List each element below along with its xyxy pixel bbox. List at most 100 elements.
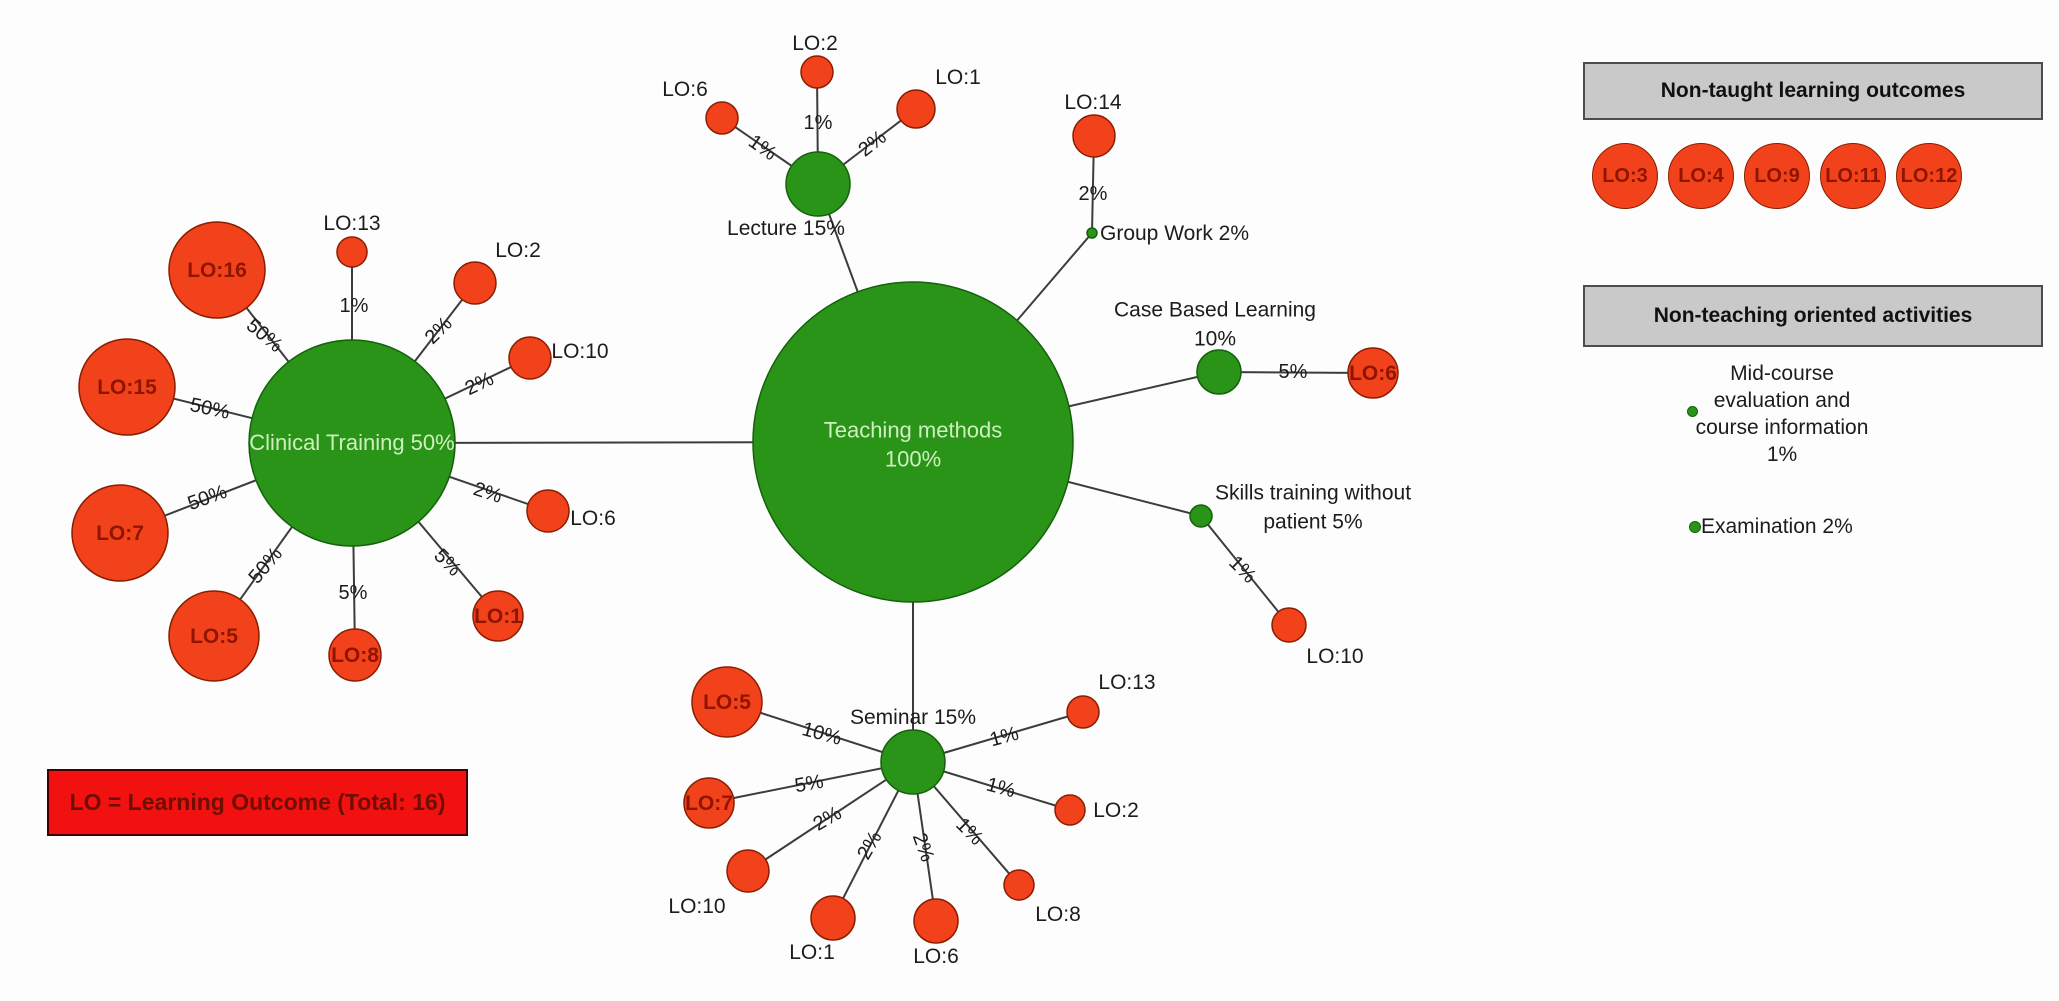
lo-node	[328, 628, 382, 682]
hub-label: Teaching methods	[824, 418, 1003, 443]
lo-node	[1347, 347, 1399, 399]
lo-node	[1054, 794, 1086, 826]
non-taught-outcomes-row: LO:3 LO:4 LO:9 LO:11 LO:12	[1592, 143, 1962, 209]
non-taught-lo-circle: LO:4	[1668, 143, 1734, 209]
edge-percent-label: 1%	[744, 131, 780, 166]
lo-node	[810, 895, 856, 941]
lo-node-label: LO:15	[97, 376, 157, 399]
lo-node-label: LO:1	[789, 941, 835, 964]
edge-percent-label: 2%	[809, 802, 845, 836]
lo-node-label: LO:8	[1035, 903, 1081, 926]
lo-node-label: LO:13	[323, 212, 380, 235]
hub-node-lecture	[785, 151, 851, 217]
lo-node-label: LO:6	[570, 507, 616, 530]
lo-node-label: LO:5	[190, 625, 238, 648]
hub-label: Group Work 2%	[1100, 222, 1249, 245]
edge-percent-label: 2%	[421, 313, 457, 349]
lo-node-label: LO:16	[187, 259, 247, 282]
lo-node-label: LO:10	[551, 340, 608, 363]
lo-node-label: LO:7	[96, 522, 144, 545]
non-taught-lo-circle: LO:9	[1744, 143, 1810, 209]
lo-legend: LO = Learning Outcome (Total: 16)	[47, 769, 468, 836]
non-taught-lo-circle: LO:3	[1592, 143, 1658, 209]
lo-node	[726, 849, 770, 893]
lo-node	[705, 101, 739, 135]
lo-node-label: LO:6	[662, 78, 708, 101]
lo-node-label: LO:2	[495, 239, 541, 262]
edge-percent-label: 1%	[987, 723, 1021, 752]
edge-percent-label: 1%	[340, 295, 369, 317]
mid-course-item: Mid-course evaluation and course informa…	[1652, 360, 1912, 468]
edge-percent-label: 1%	[804, 112, 833, 134]
hub-node-skills	[1189, 504, 1213, 528]
lo-legend-label: LO = Learning Outcome (Total: 16)	[69, 789, 446, 815]
examination-dot-icon	[1689, 521, 1701, 533]
lo-node-label: LO:5	[703, 691, 751, 714]
lo-node-label: LO:10	[1306, 645, 1363, 668]
hub-node-cbl	[1196, 349, 1242, 395]
hub-label: patient 5%	[1263, 511, 1362, 534]
non-taught-header: Non-taught learning outcomes	[1583, 62, 2043, 120]
lo-node	[800, 55, 834, 89]
lo-node-label: LO:10	[668, 895, 725, 918]
examination-item: Examination 2%	[1701, 514, 1853, 539]
edge-percent-label: 5%	[793, 771, 826, 798]
edge-percent-label: 10%	[800, 718, 845, 750]
mid-course-line-2: evaluation and	[1713, 389, 1851, 412]
mid-course-line-3: course information	[1695, 416, 1869, 439]
non-teaching-header-label: Non-teaching oriented activities	[1653, 304, 1973, 327]
lo-node-label: LO:7	[685, 792, 733, 815]
hub-label: Lecture 15%	[727, 217, 845, 240]
lo-node	[1003, 869, 1035, 901]
lo-node-label: LO:8	[331, 644, 379, 667]
lo-node	[472, 590, 524, 642]
hub-label: Case Based Learning	[1114, 299, 1316, 322]
edge-percent-label: 50%	[185, 481, 230, 515]
hub-label: Clinical Training 50%	[249, 430, 454, 455]
edge-percent-label: 2%	[462, 368, 498, 400]
lo-node-label: LO:14	[1064, 91, 1122, 114]
edge-line	[708, 761, 914, 804]
non-taught-header-label: Non-taught learning outcomes	[1660, 79, 1966, 102]
lo-node	[691, 666, 763, 738]
edge-line	[747, 761, 914, 872]
edge-percent-label: 1%	[951, 814, 987, 850]
lo-node	[168, 590, 260, 682]
edge-percent-label: 5%	[339, 582, 368, 604]
hub-node-teaching	[752, 281, 1074, 603]
edge-percent-label: 1%	[984, 774, 1018, 803]
edge-percent-label: 2%	[853, 827, 887, 863]
lo-node	[168, 221, 266, 319]
hub-label: 100%	[885, 447, 941, 472]
lo-node-label: LO:13	[1098, 671, 1155, 694]
lo-node-label: LO:6	[1349, 362, 1397, 385]
mid-course-line-4: 1%	[1766, 443, 1798, 466]
lo-node	[913, 898, 959, 944]
edge-percent-label: 50%	[188, 394, 232, 424]
hub-label: Skills training without	[1215, 482, 1411, 505]
lo-node-label: LO:2	[1093, 799, 1139, 822]
examination-label: Examination 2%	[1701, 515, 1853, 538]
lo-node	[78, 338, 176, 436]
edge-percent-label: 50%	[244, 543, 287, 588]
lo-node	[336, 236, 368, 268]
hub-node-groupwork	[1086, 227, 1098, 239]
lo-node	[71, 484, 169, 582]
edge-line	[1200, 515, 1290, 626]
lo-node	[1271, 607, 1307, 643]
non-taught-lo-circle: LO:12	[1896, 143, 1962, 209]
lo-node-label: LO:2	[792, 32, 838, 55]
non-taught-lo-circle: LO:11	[1820, 143, 1886, 209]
lo-node	[453, 261, 497, 305]
mid-course-dot-icon	[1687, 406, 1698, 417]
hub-label: 10%	[1194, 328, 1236, 351]
lo-node	[683, 777, 735, 829]
edge-percent-label: 5%	[429, 545, 465, 581]
hub-node-seminar	[880, 729, 946, 795]
hub-label: Seminar 15%	[850, 706, 976, 729]
non-teaching-header: Non-teaching oriented activities	[1583, 285, 2043, 347]
lo-node	[508, 336, 552, 380]
lo-node	[896, 89, 936, 129]
